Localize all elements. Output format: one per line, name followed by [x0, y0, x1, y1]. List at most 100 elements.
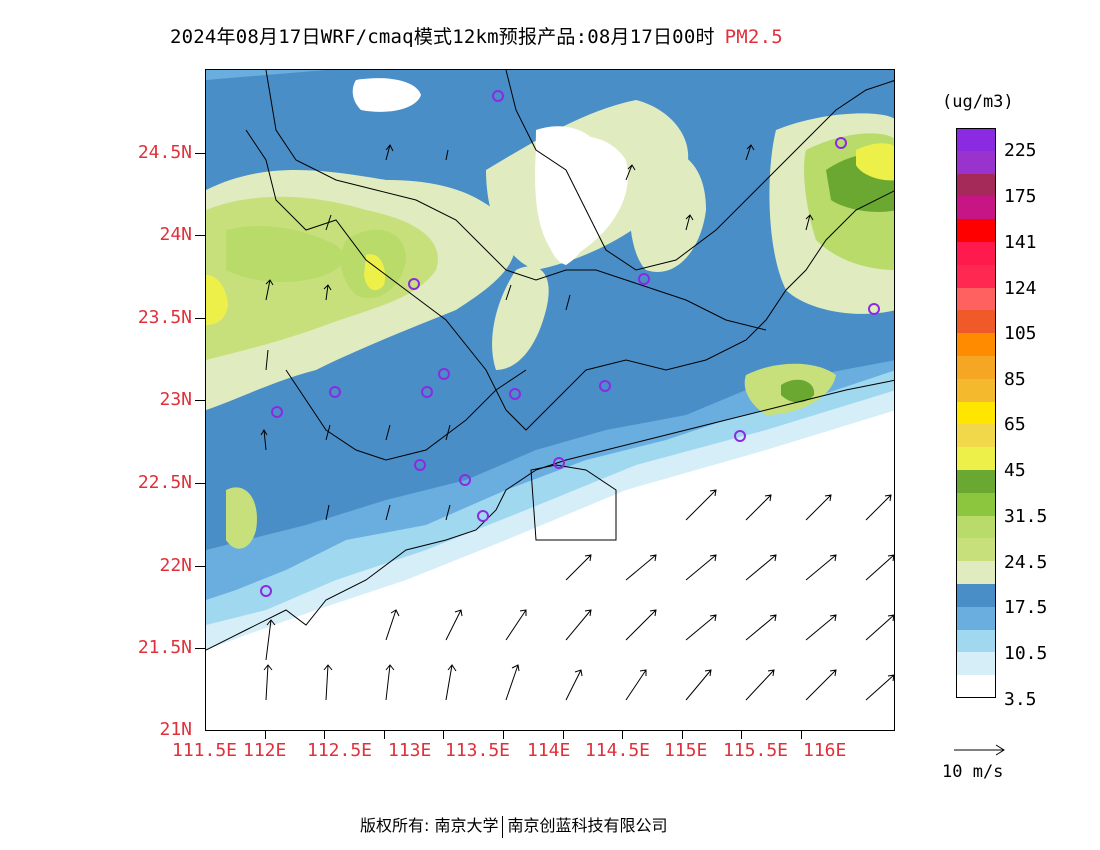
colorbar-segment [956, 675, 996, 698]
lon-label: 114.5E [585, 740, 651, 761]
station-marker [734, 430, 746, 442]
colorbar-segment [956, 333, 996, 356]
colorbar-label: 124 [1004, 278, 1037, 299]
wind-reference-label: 10 m/s [942, 762, 1004, 782]
pm25-band-yellow-center [364, 254, 386, 291]
lon-label: 115.5E [723, 740, 789, 761]
colorbar-label: 175 [1004, 186, 1037, 207]
colorbar-segment [956, 196, 996, 220]
station-marker [408, 278, 420, 290]
lon-tick [324, 731, 325, 739]
colorbar-segment [956, 173, 996, 197]
lon-tick [682, 731, 683, 739]
station-marker [638, 273, 650, 285]
colorbar-label: 17.5 [1004, 597, 1048, 618]
map-canvas [206, 70, 894, 730]
colorbar-label: 141 [1004, 232, 1037, 253]
colorbar-label: 24.5 [1004, 552, 1048, 573]
colorbar-label: 65 [1004, 414, 1026, 435]
colorbar-segment [956, 264, 996, 288]
pm25-band-yellow-east [856, 143, 894, 181]
colorbar-segment [956, 150, 996, 174]
station-marker [553, 457, 565, 469]
lat-tick [195, 648, 205, 649]
lon-tick [563, 731, 564, 739]
lat-tick [195, 153, 205, 154]
colorbar-segment [956, 401, 996, 425]
colorbar-segment [956, 128, 996, 151]
colorbar-label: 225 [1004, 140, 1037, 161]
colorbar-segment [956, 629, 996, 653]
lat-tick [195, 235, 205, 236]
colorbar-label: 105 [1004, 323, 1037, 344]
colorbar-segment [956, 424, 996, 448]
lon-tick [384, 731, 385, 739]
lon-tick [503, 731, 504, 739]
station-marker [271, 406, 283, 418]
colorbar-segment [956, 378, 996, 402]
pm25-band-green-mid-2 [629, 147, 706, 272]
lon-label: 114E [527, 740, 571, 761]
forecast-map [205, 69, 895, 731]
footer-right: 南京创蓝科技有限公司 [507, 816, 668, 835]
station-marker [459, 474, 471, 486]
station-marker [421, 386, 433, 398]
wind-reference: 10 m/s [942, 740, 1012, 782]
colorbar-label: 3.5 [1004, 689, 1037, 710]
pm25-band-yellow-west [206, 275, 228, 325]
colorbar-segment [956, 538, 996, 562]
pm25-band-green-se-2 [781, 379, 815, 403]
lat-label: 22.5N [137, 472, 192, 493]
title-pollutant: PM2.5 [724, 26, 783, 48]
colorbar-segment [956, 469, 996, 493]
colorbar [956, 128, 996, 698]
footer-left: 版权所有: 南京大学 [360, 816, 499, 835]
lon-label: 113E [388, 740, 432, 761]
lon-label: 112.5E [307, 740, 373, 761]
colorbar-label: 85 [1004, 369, 1026, 390]
lat-label: 23N [159, 389, 192, 410]
station-marker [477, 510, 489, 522]
pm25-band-green-mid [492, 266, 549, 370]
lat-tick [195, 318, 205, 319]
title-main: 2024年08月17日WRF/cmaq模式12km预报产品:08月17日00时 [170, 26, 715, 48]
border-line-2 [265, 70, 767, 331]
colorbar-segment [956, 447, 996, 470]
pm25-band-green-sw [226, 487, 257, 549]
bay-outline [530, 464, 617, 541]
latitude-axis: 24.5N 24N 23.5N 23N 22.5N 22N 21.5N 21N [130, 0, 192, 850]
station-marker [260, 585, 272, 597]
lat-label: 21N [159, 719, 192, 740]
monitoring-stations [260, 90, 880, 597]
station-marker [438, 368, 450, 380]
lon-tick [622, 731, 623, 739]
lat-tick [195, 400, 205, 401]
lon-tick [801, 731, 802, 739]
lon-label: 116E [803, 740, 847, 761]
lat-tick [195, 566, 205, 567]
colorbar-segment [956, 310, 996, 334]
colorbar-segment [956, 561, 996, 584]
lon-label: 112E [243, 740, 287, 761]
colorbar-segment [956, 219, 996, 242]
lat-label: 22N [159, 555, 192, 576]
border-line-3 [505, 70, 894, 271]
pm25-band-white-nw [352, 78, 421, 112]
station-marker [492, 90, 504, 102]
lat-label: 24N [159, 224, 192, 245]
pm25-band-green-west-3 [226, 225, 345, 282]
station-marker [868, 303, 880, 315]
border-line [245, 129, 894, 431]
colorbar-segment [956, 583, 996, 607]
station-marker [509, 388, 521, 400]
colorbar-segment [956, 355, 996, 379]
lat-label: 24.5N [137, 142, 192, 163]
station-marker [329, 386, 341, 398]
lon-tick [265, 731, 266, 739]
coastline [206, 379, 894, 651]
lon-label: 111.5E [172, 740, 238, 761]
lat-tick [195, 483, 205, 484]
station-marker [414, 459, 426, 471]
lat-label: 23.5N [137, 307, 192, 328]
colorbar-segment [956, 515, 996, 539]
